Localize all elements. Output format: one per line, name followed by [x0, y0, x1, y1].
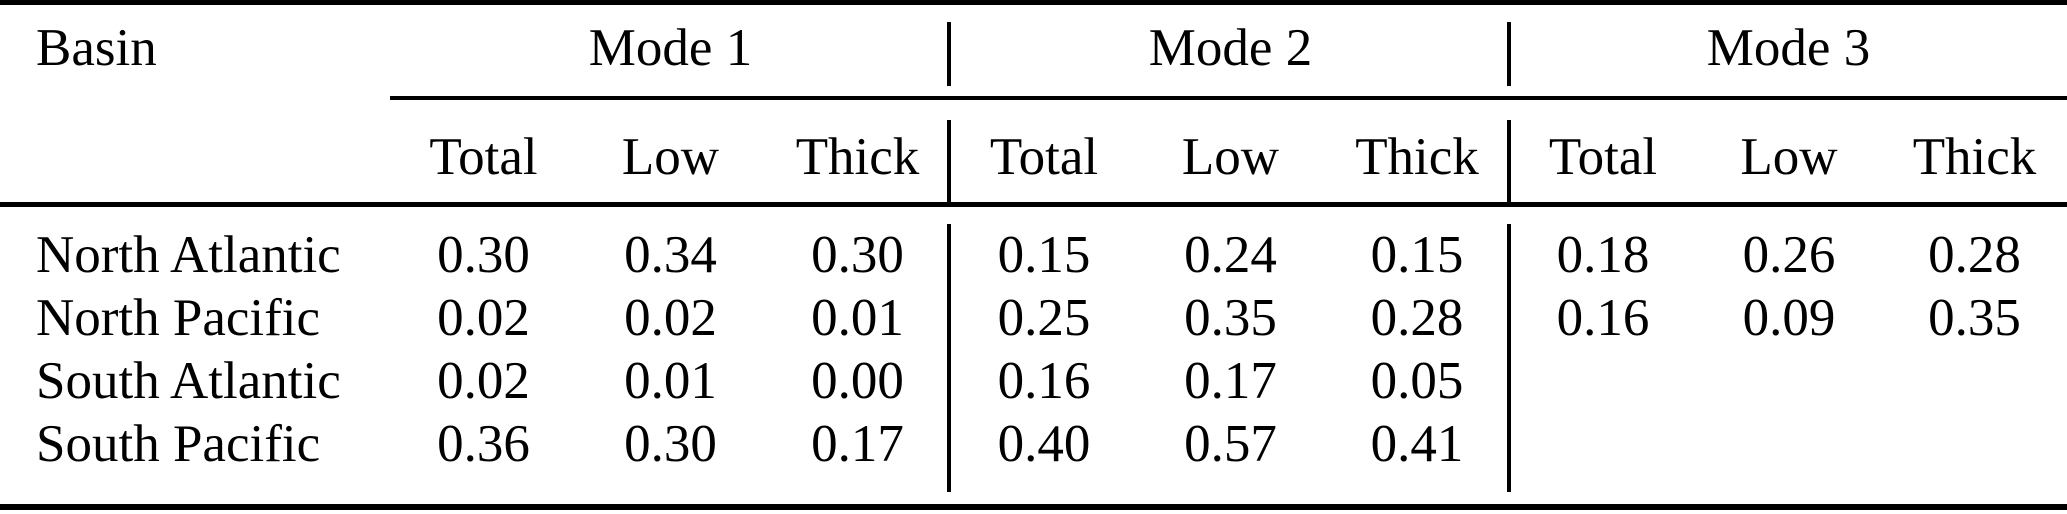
value-cell: 0.25 — [997, 289, 1091, 347]
value-cell: 0.26 — [1742, 226, 1836, 284]
bottom-rule — [0, 504, 2067, 510]
value-cell: 0.35 — [1184, 289, 1277, 347]
value-cell: 0.05 — [1370, 352, 1464, 410]
column-header-thick: Thick — [1355, 127, 1479, 186]
top-rule — [0, 0, 2067, 5]
column-header-total: Total — [989, 127, 1099, 186]
value-cell: 0.00 — [811, 352, 904, 410]
value-cell: 0.15 — [1370, 226, 1464, 284]
value-cell: 0.28 — [1928, 226, 2021, 284]
basin-label: North Atlantic — [36, 226, 341, 284]
value-cell: 0.30 — [811, 226, 904, 284]
column-header-thick: Thick — [795, 127, 920, 186]
value-cell: 0.41 — [1370, 415, 1464, 473]
basin-label: South Atlantic — [36, 352, 341, 410]
value-cell: 0.17 — [811, 415, 904, 473]
column-separator-mode1-mode2 — [947, 120, 951, 202]
value-cell: 0.35 — [1928, 289, 2021, 347]
value-cell: 0.17 — [1184, 352, 1277, 410]
column-header-total: Total — [429, 127, 538, 186]
value-cell: 0.18 — [1556, 226, 1650, 284]
table-row-south-atlantic: South Atlantic 0.02 0.01 0.00 0.16 0.17 … — [0, 350, 2067, 413]
mode-2-group-header: Mode 2 — [1148, 18, 1313, 77]
value-cell: 0.16 — [1556, 289, 1650, 347]
table-row-north-pacific: North Pacific 0.02 0.02 0.01 0.25 0.35 0… — [0, 287, 2067, 350]
column-header-total: Total — [1548, 127, 1658, 186]
table-row-north-atlantic: North Atlantic 0.30 0.34 0.30 0.15 0.24 … — [0, 224, 2067, 287]
value-cell: 0.34 — [624, 226, 717, 284]
value-cell: 0.02 — [437, 352, 530, 410]
value-cell: 0.36 — [437, 415, 530, 473]
value-cell: 0.24 — [1184, 226, 1277, 284]
column-header-low: Low — [1740, 127, 1838, 186]
column-header-thick: Thick — [1912, 127, 2037, 186]
basin-label: North Pacific — [36, 289, 321, 347]
value-cell: 0.57 — [1184, 415, 1277, 473]
value-cell: 0.16 — [997, 352, 1091, 410]
column-separator-mode2-mode3 — [1507, 120, 1511, 202]
value-cell: 0.40 — [997, 415, 1091, 473]
value-cell: 0.30 — [624, 415, 717, 473]
table-subheader-row: Total Low Thick Total Low Thick Total Lo… — [0, 96, 2067, 202]
value-cell: 0.02 — [624, 289, 717, 347]
column-separator-mode1-mode2 — [947, 22, 951, 86]
header-body-rule — [0, 202, 2067, 207]
column-header-low: Low — [621, 127, 720, 186]
value-cell: 0.09 — [1742, 289, 1836, 347]
basin-label: South Pacific — [36, 415, 321, 473]
mode-header-rule — [390, 96, 2067, 100]
value-cell: 0.28 — [1370, 289, 1464, 347]
column-header-low: Low — [1181, 127, 1280, 186]
table-row-south-pacific: South Pacific 0.36 0.30 0.17 0.40 0.57 0… — [0, 413, 2067, 476]
value-cell: 0.01 — [811, 289, 904, 347]
mode-3-group-header: Mode 3 — [1706, 18, 1871, 77]
value-cell: 0.01 — [624, 352, 717, 410]
value-cell: 0.02 — [437, 289, 530, 347]
value-cell: 0.30 — [437, 226, 530, 284]
basin-header: Basin — [36, 18, 157, 77]
column-separator-mode2-mode3 — [1507, 22, 1511, 86]
value-cell: 0.15 — [997, 226, 1091, 284]
column-separator-mode2-mode3 — [1507, 224, 1511, 492]
column-separator-mode1-mode2 — [947, 224, 951, 492]
table-header-group-row: Basin Mode 1 Mode 2 Mode 3 — [0, 0, 2067, 96]
mode-1-group-header: Mode 1 — [588, 18, 753, 77]
